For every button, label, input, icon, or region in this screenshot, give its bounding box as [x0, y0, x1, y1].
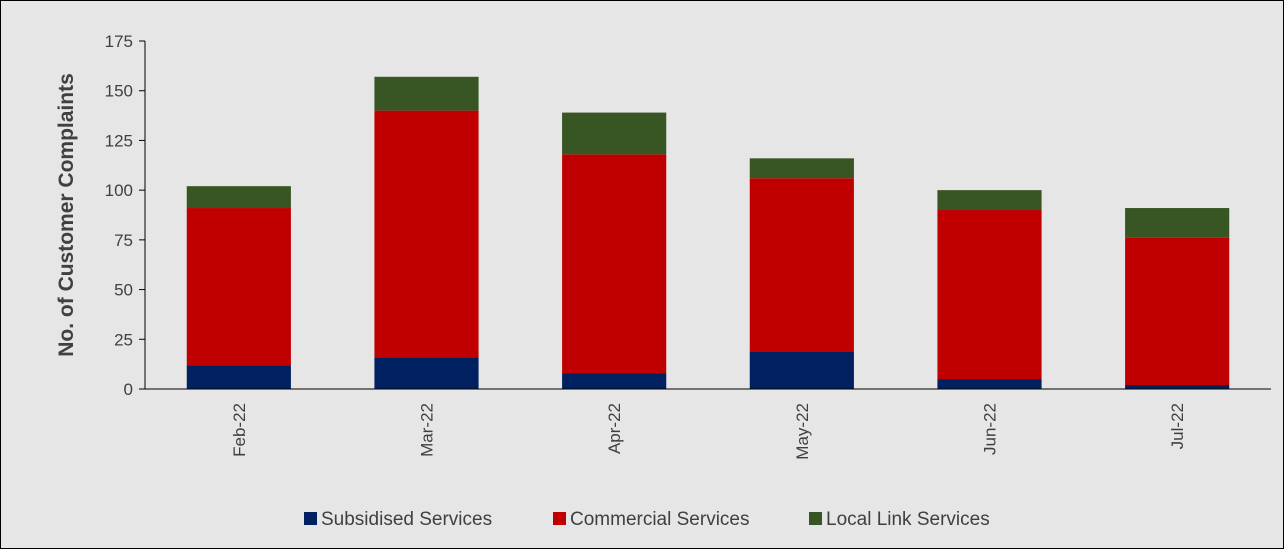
y-axis-title: No. of Customer Complaints: [55, 73, 78, 357]
x-tick-label: Feb-22: [230, 403, 249, 457]
x-axis: Feb-22 Mar-22 Apr-22 May-22 Jun-22 Jul-22: [145, 388, 1271, 460]
x-tick-label: Jun-22: [981, 403, 1000, 455]
x-tick-label: Jul-22: [1168, 403, 1187, 449]
legend-label: Subsidised Services: [321, 509, 492, 530]
y-tick-label: 25: [114, 330, 133, 349]
bar-segment-commercial-services: [749, 178, 854, 352]
y-tick-label: 0: [124, 380, 133, 399]
bar-segment-commercial-services: [937, 210, 1042, 380]
y-tick-label: 50: [114, 281, 133, 300]
bar-segment-local-link-services: [562, 112, 667, 155]
bar-segment-local-link-services: [1125, 208, 1230, 238]
bar-segment-subsidised-services: [749, 351, 854, 389]
x-tick-label: May-22: [793, 403, 812, 460]
y-tick-label: 150: [105, 82, 133, 101]
legend-swatch: [304, 512, 317, 525]
bar-segment-local-link-services: [937, 190, 1042, 211]
legend-item: Local Link Services: [809, 509, 990, 530]
bar-segment-subsidised-services: [186, 365, 291, 389]
bar-segment-commercial-services: [374, 110, 479, 358]
bars: [186, 76, 1230, 389]
bar-segment-commercial-services: [562, 154, 667, 374]
legend-item: Subsidised Services: [304, 509, 492, 530]
legend-item: Commercial Services: [553, 509, 749, 530]
legend-swatch: [553, 512, 566, 525]
y-tick-label: 100: [105, 181, 133, 200]
y-tick-label: 75: [114, 231, 133, 250]
legend-label: Commercial Services: [570, 509, 749, 530]
bar-segment-commercial-services: [1125, 237, 1230, 386]
bar-segment-local-link-services: [374, 76, 479, 111]
bar-segment-local-link-services: [749, 158, 854, 179]
bar-segment-subsidised-services: [1125, 385, 1230, 389]
x-tick-label: Mar-22: [418, 403, 437, 457]
legend: Subsidised Services Commercial Services Lo…: [304, 509, 990, 530]
y-tick-label: 175: [105, 32, 133, 51]
bar-segment-subsidised-services: [937, 379, 1042, 389]
bar-segment-subsidised-services: [562, 373, 667, 389]
legend-label: Local Link Services: [826, 509, 990, 530]
bar-segment-local-link-services: [186, 186, 291, 209]
x-tick-label: Apr-22: [605, 403, 624, 454]
y-tick-label: 125: [105, 131, 133, 150]
y-axis: 0 25 50 75 100 125 150 175: [105, 32, 146, 399]
legend-swatch: [809, 512, 822, 525]
bar-segment-subsidised-services: [374, 357, 479, 389]
bar-segment-commercial-services: [186, 208, 291, 366]
